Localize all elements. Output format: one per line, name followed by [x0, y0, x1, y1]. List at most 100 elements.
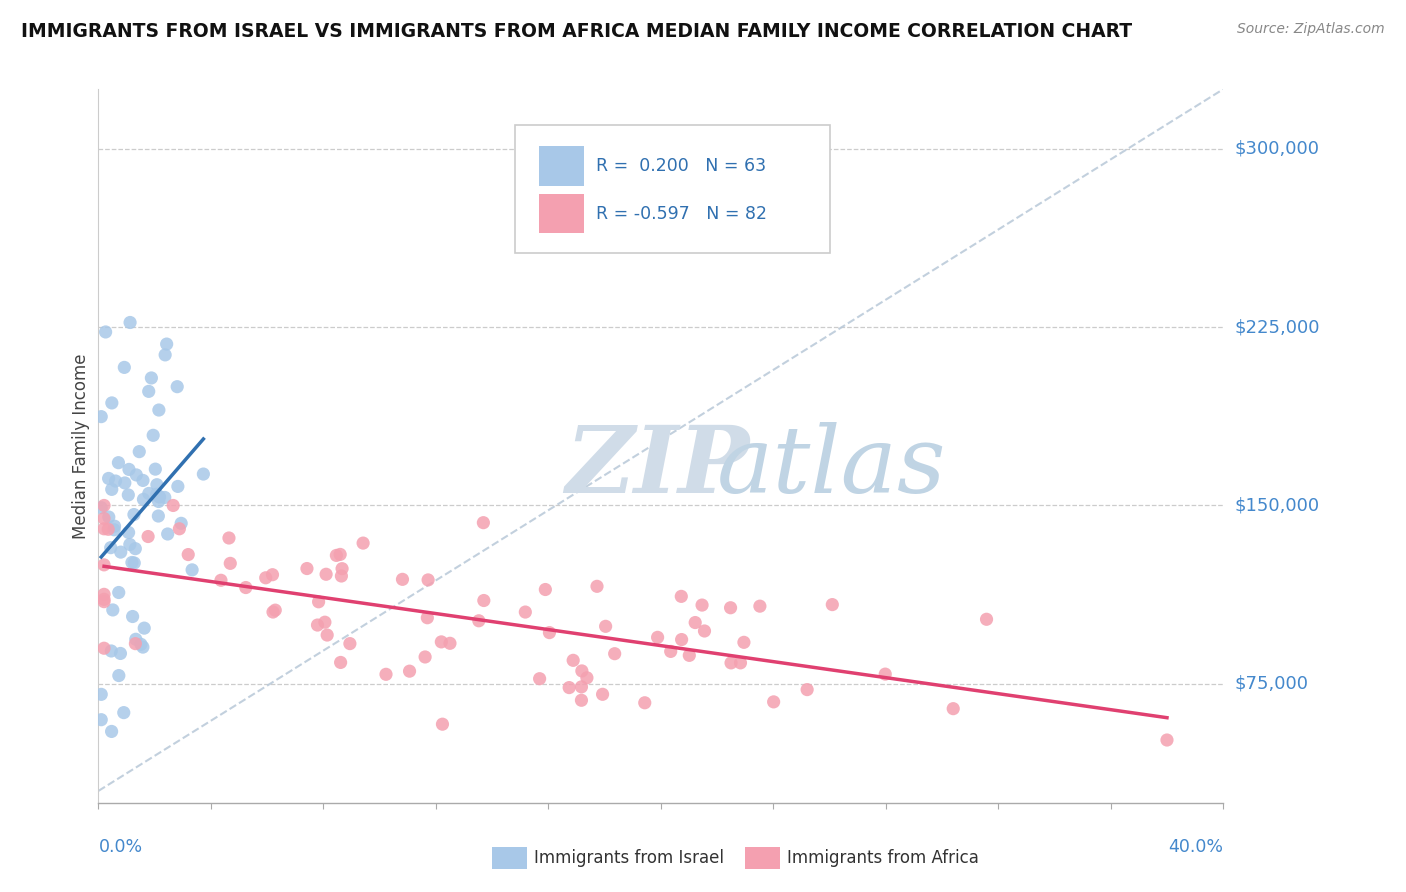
Point	[976, 612, 998, 626]
Point	[170, 516, 193, 531]
Point	[413, 650, 436, 665]
Text: 0.0%: 0.0%	[98, 838, 142, 856]
Point	[112, 706, 135, 720]
Point	[121, 609, 143, 624]
Point	[254, 571, 277, 585]
Point	[93, 499, 115, 513]
Point	[146, 477, 169, 491]
Point	[100, 541, 122, 555]
Point	[634, 696, 657, 710]
Point	[671, 632, 693, 647]
Point	[101, 603, 124, 617]
Point	[683, 615, 706, 630]
Point	[100, 483, 122, 497]
Point	[375, 667, 398, 681]
Point	[112, 360, 135, 375]
Point	[571, 693, 593, 707]
Point	[136, 529, 159, 543]
Point	[329, 548, 352, 562]
Point	[156, 527, 179, 541]
Point	[262, 567, 284, 582]
Text: $300,000: $300,000	[1234, 140, 1319, 158]
Point	[132, 492, 155, 507]
Point	[90, 687, 112, 701]
Point	[117, 525, 139, 540]
Text: $225,000: $225,000	[1234, 318, 1320, 336]
Point	[219, 557, 242, 571]
Point	[325, 549, 347, 563]
Point	[90, 713, 112, 727]
Point	[132, 640, 155, 654]
Text: R =  0.200   N = 63: R = 0.200 N = 63	[596, 157, 766, 175]
Point	[181, 563, 204, 577]
Point	[169, 522, 191, 536]
Point	[145, 487, 167, 501]
Point	[129, 637, 152, 651]
Point	[534, 582, 557, 597]
Point	[134, 621, 156, 635]
Point	[330, 562, 353, 576]
Point	[90, 500, 112, 515]
Point	[329, 656, 352, 670]
Point	[156, 337, 179, 351]
Point	[308, 595, 330, 609]
Point	[141, 371, 163, 385]
Text: atlas: atlas	[717, 423, 946, 512]
Point	[100, 644, 122, 658]
Point	[142, 428, 165, 442]
Point	[114, 475, 136, 490]
Point	[104, 474, 127, 488]
Point	[571, 680, 593, 694]
Point	[138, 384, 160, 399]
Point	[128, 444, 150, 458]
Y-axis label: Median Family Income: Median Family Income	[72, 353, 90, 539]
Point	[93, 641, 115, 656]
Point	[693, 624, 716, 638]
Point	[122, 556, 145, 570]
Point	[720, 656, 742, 670]
Point	[391, 572, 413, 586]
Point	[108, 668, 131, 682]
Point	[103, 519, 125, 533]
Point	[571, 664, 593, 678]
Point	[439, 636, 461, 650]
Point	[162, 499, 184, 513]
Point	[93, 558, 115, 572]
Point	[468, 614, 491, 628]
Point	[148, 494, 170, 508]
Point	[110, 545, 132, 559]
Point	[94, 325, 117, 339]
Point	[235, 581, 257, 595]
Point	[295, 561, 318, 575]
Point	[177, 548, 200, 562]
Point	[307, 618, 329, 632]
Point	[678, 648, 700, 663]
Point	[209, 574, 232, 588]
FancyBboxPatch shape	[515, 125, 830, 253]
Point	[416, 573, 439, 587]
Point	[100, 724, 122, 739]
Point	[316, 628, 339, 642]
Point	[942, 701, 965, 715]
Point	[153, 491, 176, 505]
Point	[121, 556, 143, 570]
Point	[416, 611, 439, 625]
Text: $150,000: $150,000	[1234, 497, 1319, 515]
Point	[262, 605, 284, 619]
Point	[138, 486, 160, 500]
Point	[193, 467, 215, 481]
Point	[352, 536, 374, 550]
Point	[720, 600, 742, 615]
Text: R = -0.597   N = 82: R = -0.597 N = 82	[596, 205, 766, 223]
Text: $75,000: $75,000	[1234, 675, 1309, 693]
Point	[125, 632, 148, 647]
Point	[97, 510, 120, 524]
Point	[472, 593, 495, 607]
Point	[1156, 733, 1178, 747]
Point	[97, 522, 120, 536]
Point	[339, 637, 361, 651]
Point	[762, 695, 785, 709]
Point	[821, 598, 844, 612]
Point	[118, 462, 141, 476]
Point	[315, 567, 337, 582]
